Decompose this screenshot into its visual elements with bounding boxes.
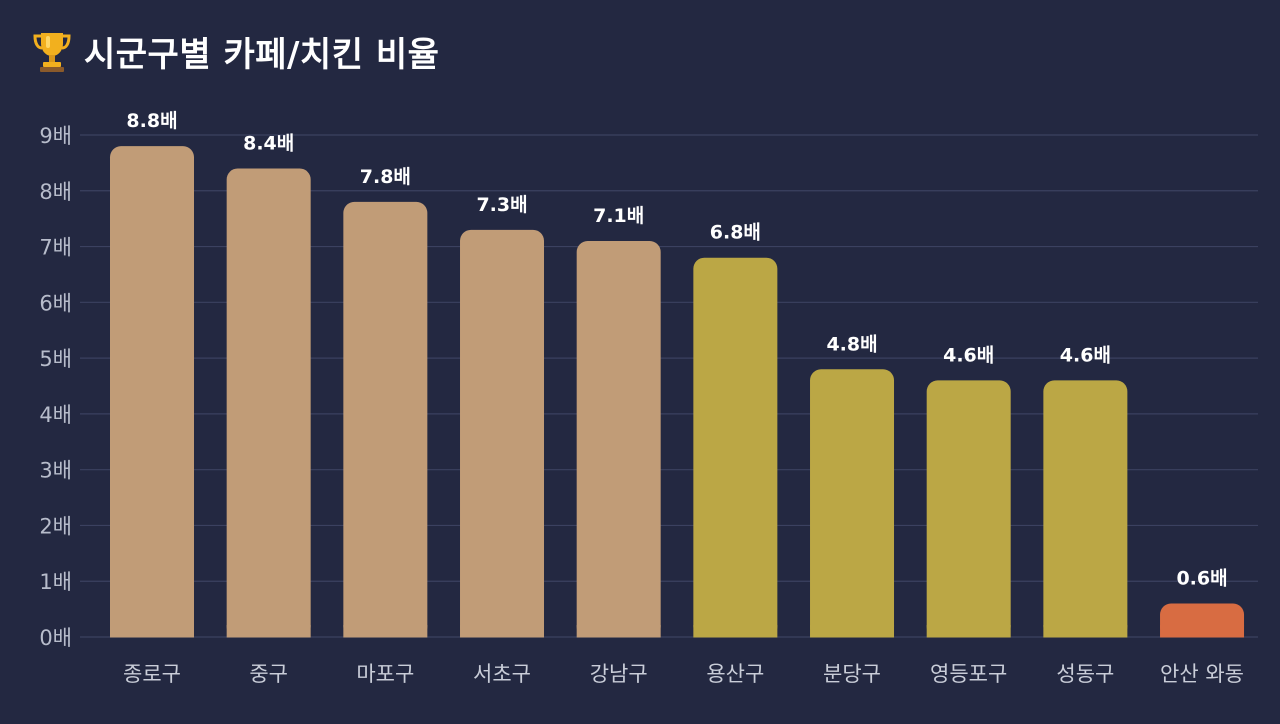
bar-4 — [460, 229, 545, 638]
value-label: 7.1배 — [593, 205, 644, 227]
trophy-icon — [33, 33, 71, 72]
y-axis: 0배 1배 2배 3배 4배 5배 6배 7배 8배 9배 — [39, 124, 72, 650]
y-tick-label: 6배 — [39, 291, 72, 315]
y-tick-label: 1배 — [39, 570, 72, 594]
value-label: 7.3배 — [476, 194, 527, 216]
value-label: 7.8배 — [360, 166, 411, 188]
bar-1 — [110, 146, 194, 638]
value-label: 0.6배 — [1176, 568, 1227, 590]
bar-7 — [810, 369, 895, 638]
bar-base-5 — [576, 625, 661, 638]
y-tick-label: 3배 — [39, 459, 72, 483]
bar-base-6 — [693, 625, 778, 638]
bar-6 — [693, 257, 778, 638]
x-tick-label: 영등포구 — [930, 662, 1007, 686]
bar-base-10 — [1160, 625, 1245, 638]
value-label: 8.8배 — [126, 110, 177, 132]
value-label: 6.8배 — [710, 222, 761, 244]
bar-base-8 — [926, 625, 1011, 638]
bar-base-1 — [110, 625, 194, 638]
chart-header: 시군구별 카페/치킨 비율 — [32, 26, 439, 76]
x-tick-label: 분당구 — [823, 662, 881, 686]
y-tick-label: 0배 — [39, 626, 72, 650]
value-label: 4.8배 — [826, 333, 877, 355]
bar-base-4 — [460, 625, 545, 638]
x-tick-label: 마포구 — [356, 662, 414, 686]
x-tick-label: 안산 와동 — [1160, 662, 1244, 686]
y-tick-label: 8배 — [39, 180, 72, 204]
y-tick-label: 7배 — [39, 236, 72, 260]
x-tick-label: 종로구 — [123, 662, 181, 686]
value-labels: 8.8배 8.4배 7.8배 7.3배 7.1배 6.8배 4.8배 4.6배 4.6배 0.6배 — [126, 110, 1227, 589]
y-tick-label: 4배 — [39, 403, 72, 427]
x-axis: 종로구 중구 마포구 서초구 강남구 용산구 분당구 영등포구 성동구 안산 와동 — [123, 662, 1244, 686]
value-label: 8.4배 — [243, 132, 294, 154]
x-tick-label: 강남구 — [590, 662, 648, 686]
bar-base-3 — [343, 625, 428, 638]
bar-2 — [226, 168, 311, 638]
bar-3 — [343, 201, 428, 638]
value-label: 4.6배 — [943, 344, 994, 366]
x-tick-label: 용산구 — [706, 662, 764, 686]
bars — [110, 146, 1245, 638]
y-tick-label: 9배 — [39, 124, 72, 148]
bar-base-9 — [1043, 625, 1128, 638]
bar-5 — [576, 240, 661, 638]
y-tick-label: 2배 — [39, 514, 72, 538]
value-label: 4.6배 — [1060, 344, 1111, 366]
bar-base-2 — [226, 625, 311, 638]
chart-title: 시군구별 카페/치킨 비율 — [84, 34, 440, 75]
bar-8 — [926, 380, 1011, 638]
x-tick-label: 서초구 — [473, 662, 531, 686]
x-tick-label: 성동구 — [1056, 662, 1114, 686]
x-tick-label: 중구 — [249, 662, 288, 686]
bar-9 — [1043, 380, 1128, 638]
bar-base-7 — [810, 625, 895, 638]
y-tick-label: 5배 — [39, 347, 72, 371]
